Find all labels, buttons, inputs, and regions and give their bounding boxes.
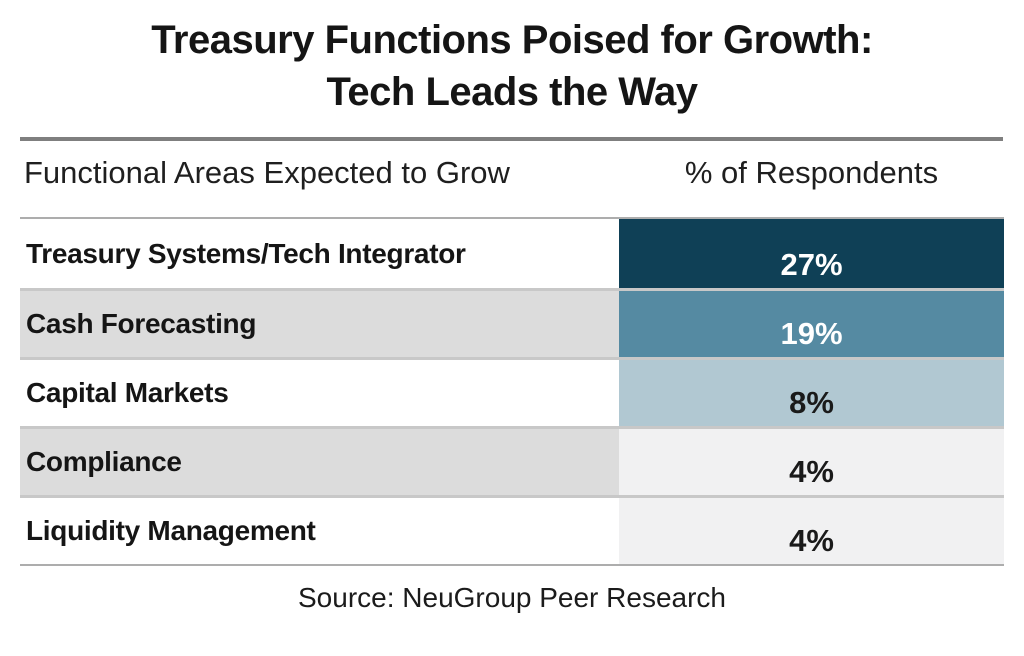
column-headers: Functional Areas Expected to Grow % of R… <box>20 151 1004 195</box>
row-label: Cash Forecasting <box>20 291 619 357</box>
chart-page: Treasury Functions Poised for Growth: Te… <box>0 14 1024 656</box>
row-label: Liquidity Management <box>20 498 619 564</box>
table-row: Liquidity Management 4% <box>20 495 1004 564</box>
chart-title-line-1: Treasury Functions Poised for Growth: <box>151 18 873 62</box>
title-divider <box>20 137 1003 141</box>
table-row: Capital Markets 8% <box>20 357 1004 426</box>
source-note: Source: NeuGroup Peer Research <box>298 582 726 613</box>
column-header-respondents: % of Respondents <box>684 155 939 190</box>
value-cell: 19% <box>619 291 1004 357</box>
row-label: Compliance <box>20 429 619 495</box>
column-header-functional-areas: Functional Areas Expected to Grow <box>24 155 510 190</box>
row-label: Capital Markets <box>20 360 619 426</box>
table-row: Cash Forecasting 19% <box>20 288 1004 357</box>
row-label: Treasury Systems/Tech Integrator <box>20 219 619 288</box>
value-cell: 4% <box>619 429 1004 495</box>
chart-title: Treasury Functions Poised for Growth: Te… <box>0 14 1024 118</box>
growth-table: Treasury Systems/Tech Integrator 27% Cas… <box>20 217 1004 566</box>
chart-title-line-2: Tech Leads the Way <box>326 70 698 114</box>
value-cell: 27% <box>619 219 1004 288</box>
table-row: Compliance 4% <box>20 426 1004 495</box>
value-cell: 8% <box>619 360 1004 426</box>
table-row: Treasury Systems/Tech Integrator 27% <box>20 219 1004 288</box>
value-cell: 4% <box>619 498 1004 564</box>
